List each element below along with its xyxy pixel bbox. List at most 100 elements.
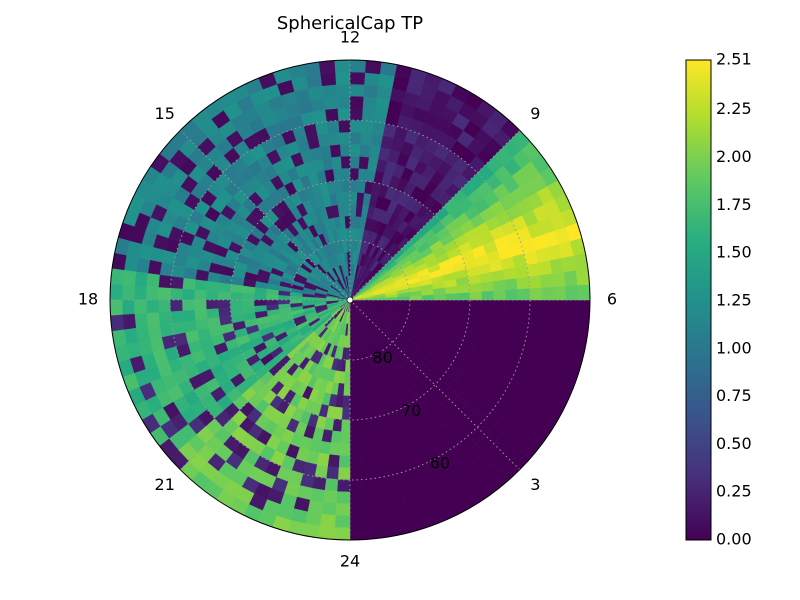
heatmap-cell <box>359 442 371 456</box>
heatmap-cell <box>229 299 243 309</box>
heatmap-cell <box>158 274 172 289</box>
heatmap-cell <box>361 478 376 492</box>
colorbar: 2.51 2.25 2.00 1.75 1.50 1.25 1.00 0.75 … <box>685 50 752 549</box>
heatmap-cell <box>516 310 530 324</box>
heatmap-cell <box>360 466 374 480</box>
polar-frame <box>109 59 591 541</box>
heatmap-cell <box>359 454 373 468</box>
heatmap-cell <box>469 299 483 309</box>
heatmap-cell <box>541 286 555 301</box>
heatmap-cell <box>332 418 343 432</box>
heatmap-cell <box>349 467 362 481</box>
heatmap-cell <box>314 464 329 479</box>
heatmap-cell <box>341 179 351 193</box>
polar-heatmap-cells <box>110 60 590 540</box>
angular-tick-label: 24 <box>340 552 360 571</box>
heatmap-cell <box>205 299 219 310</box>
heatmap-cell <box>349 527 366 540</box>
heatmap-cell <box>335 503 351 517</box>
heatmap-cell <box>334 515 351 529</box>
heatmap-cell <box>349 383 357 397</box>
heatmap-cell <box>517 299 531 312</box>
heatmap-cell <box>324 108 339 122</box>
heatmap-cell <box>357 168 368 182</box>
heatmap-cell <box>241 292 255 301</box>
heatmap-cell <box>321 502 337 516</box>
heatmap-cell <box>370 133 384 148</box>
heatmap-cell <box>170 276 184 290</box>
heatmap-cell <box>529 299 543 313</box>
colorbar-tick-label: 1.25 <box>716 291 752 310</box>
heatmap-cell <box>480 280 494 292</box>
heatmap-cell <box>349 203 357 217</box>
heatmap-cell <box>505 299 519 312</box>
heatmap-cell <box>457 291 471 301</box>
heatmap-cell <box>206 308 220 320</box>
colorbar-tick-label: 2.25 <box>716 99 752 118</box>
heatmap-cell <box>481 290 495 301</box>
angular-tick-label: 15 <box>155 104 175 123</box>
heatmap-cell <box>445 292 459 301</box>
heatmap-cell <box>229 291 243 301</box>
colorbar-tick-label: 0.25 <box>716 482 752 501</box>
heatmap-cell <box>146 312 160 327</box>
heatmap-cell <box>362 96 377 110</box>
radial-gridline <box>229 179 471 421</box>
heatmap-cell <box>502 320 517 334</box>
heatmap-cell <box>329 442 341 456</box>
heatmap-cell <box>553 299 567 315</box>
heatmap-cell <box>349 179 359 193</box>
heatmap-cell <box>349 227 355 241</box>
heatmap-cell <box>182 277 196 291</box>
heatmap-cell <box>336 95 351 109</box>
heatmap-cell <box>289 295 303 301</box>
heatmap-cell <box>421 299 435 306</box>
colorbar-tick-label: 1.75 <box>716 195 752 214</box>
heatmap-cell <box>363 513 380 528</box>
heatmap-cell <box>358 430 370 444</box>
heatmap-cell <box>349 443 361 457</box>
heatmap-cell <box>241 299 255 308</box>
heatmap-cell <box>349 107 363 121</box>
heatmap-cell <box>330 156 342 170</box>
pole-marker <box>346 296 354 304</box>
heatmap-cell <box>110 299 123 316</box>
angular-tick-label: 18 <box>78 290 98 309</box>
heatmap-cell <box>349 515 366 529</box>
heatmap-cell <box>361 108 376 122</box>
heatmap-cell <box>409 299 423 305</box>
heatmap-cell <box>193 289 207 301</box>
heatmap-cell <box>349 131 362 145</box>
heatmap-cell <box>158 311 172 326</box>
heatmap-cell <box>157 299 171 313</box>
heatmap-cell <box>309 488 326 503</box>
heatmap-cell <box>183 266 198 280</box>
radial-tick-label: 70 <box>401 401 421 420</box>
heatmap-cell <box>194 279 208 291</box>
heatmap-cell <box>575 268 590 286</box>
colorbar-tick-label: 1.50 <box>716 243 752 262</box>
heatmap-cell <box>323 490 338 504</box>
heatmap-cell <box>359 144 371 158</box>
heatmap-cell <box>253 293 267 301</box>
heatmap-cell <box>371 121 386 136</box>
heatmap-cell <box>492 309 506 321</box>
colorbar-tick-label: 0.50 <box>716 434 752 453</box>
heatmap-cell <box>253 299 267 307</box>
heatmap-cell <box>327 132 341 146</box>
heatmap-cell <box>341 167 351 181</box>
heatmap-cell <box>195 269 209 282</box>
heatmap-cell <box>326 466 340 480</box>
heatmap-cell <box>538 259 553 276</box>
heatmap-cell <box>217 291 231 301</box>
heatmap-cell <box>563 313 578 330</box>
heatmap-cell <box>318 60 336 75</box>
heatmap-cell <box>528 274 542 289</box>
heatmap-cell <box>334 527 351 540</box>
heatmap-cell <box>468 307 482 318</box>
heatmap-cell <box>157 287 171 301</box>
heatmap-cell <box>171 264 186 279</box>
heatmap-cell <box>321 84 337 98</box>
heatmap-cell <box>349 419 359 433</box>
